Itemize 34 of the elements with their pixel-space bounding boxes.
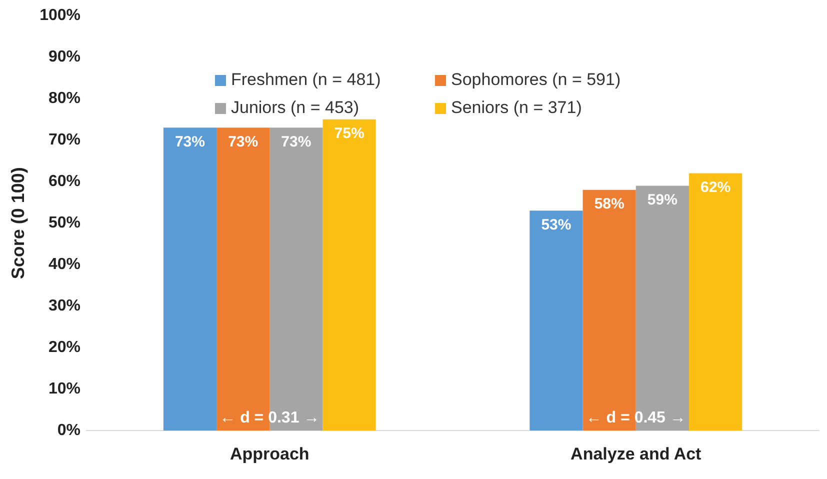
- y-axis-title: Score (0 100): [8, 167, 28, 280]
- data-label: 73%: [174, 133, 205, 150]
- bar: [582, 190, 636, 431]
- data-label: 75%: [334, 124, 364, 142]
- data-label: 73%: [228, 133, 258, 150]
- legend-label: Freshmen (n = 481): [231, 70, 381, 90]
- y-tick-label: 20%: [48, 339, 81, 356]
- y-tick-label: 60%: [48, 173, 81, 190]
- y-tick-label: 30%: [48, 298, 81, 315]
- legend-label: Juniors (n = 453): [231, 98, 360, 118]
- bar: [216, 128, 270, 431]
- y-tick-label: 50%: [48, 214, 81, 232]
- data-label: 62%: [700, 178, 731, 196]
- data-label: 73%: [281, 133, 312, 150]
- y-tick-label: 70%: [48, 132, 81, 149]
- legend-label: Sophomores (n = 591): [451, 70, 621, 90]
- y-tick-label: 0%: [57, 422, 81, 440]
- y-tick-label: 10%: [48, 380, 81, 398]
- data-label: 58%: [594, 196, 624, 213]
- bar: [636, 186, 689, 431]
- data-label: 53%: [541, 216, 572, 234]
- bar: [322, 119, 376, 431]
- y-tick-label: 80%: [48, 90, 81, 108]
- y-tick-label: 90%: [48, 48, 81, 66]
- bar: [530, 210, 583, 431]
- y-tick-label: 40%: [48, 256, 81, 274]
- data-label: 59%: [647, 191, 678, 208]
- x-tick-label: Approach: [230, 444, 310, 464]
- legend-label: Seniors (n = 371): [451, 98, 582, 118]
- y-tick-label: 100%: [40, 7, 81, 24]
- bar: [688, 173, 742, 431]
- x-tick-label: Analyze and Act: [570, 444, 702, 464]
- bar: [270, 128, 323, 431]
- bar: [163, 128, 217, 431]
